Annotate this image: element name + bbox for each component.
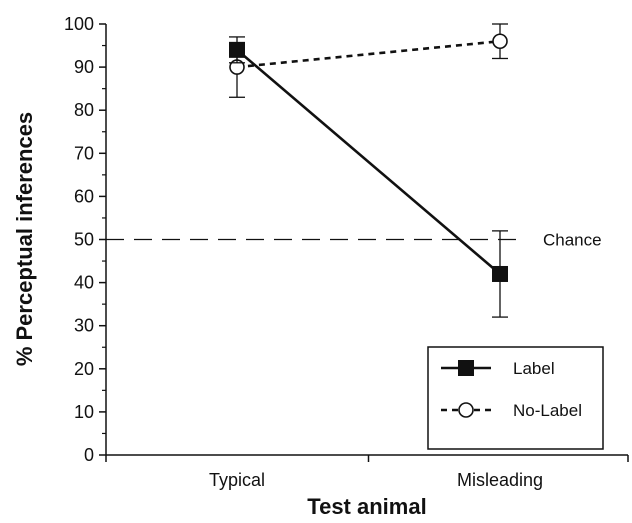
y-tick-label: 70 [74,143,94,163]
x-axis-title: Test animal [307,494,426,519]
legend-label-marker [458,360,474,376]
legend-nolabel-text: No-Label [513,401,582,420]
y-tick-label: 100 [64,14,94,34]
data-point-circle [492,33,508,50]
y-tick-label: 60 [74,186,94,206]
legend-box [427,346,604,450]
y-tick-label: 20 [74,359,94,379]
y-tick-label: 90 [74,57,94,77]
x-tick-label: Misleading [457,470,543,490]
y-tick-label: 80 [74,100,94,120]
series-line [236,39,501,69]
y-ticks: 0 10 20 30 40 50 60 70 80 90 100 [64,14,106,465]
series-layer [229,23,508,318]
y-tick-label: 50 [74,230,94,250]
data-point-square [229,41,245,58]
series-no-label [229,23,508,98]
x-ticks: Typical Misleading [105,455,629,490]
y-tick-label: 30 [74,316,94,336]
series-line [236,48,501,275]
y-tick-label: 10 [74,402,94,422]
legend: Label No-Label [427,346,604,450]
legend-label-text: Label [513,359,555,378]
y-tick-label: 40 [74,273,94,293]
y-axis-title: % Perceptual inferences [12,112,37,366]
data-point-square [492,265,508,282]
y-tick-label: 0 [84,445,94,465]
legend-nolabel-marker [458,402,474,418]
series-label [229,36,508,318]
chance-label: Chance [543,231,602,250]
x-tick-label: Typical [209,470,265,490]
plot-area: 0 10 20 30 40 50 60 70 80 90 100 Typical Misleading… [12,14,629,519]
